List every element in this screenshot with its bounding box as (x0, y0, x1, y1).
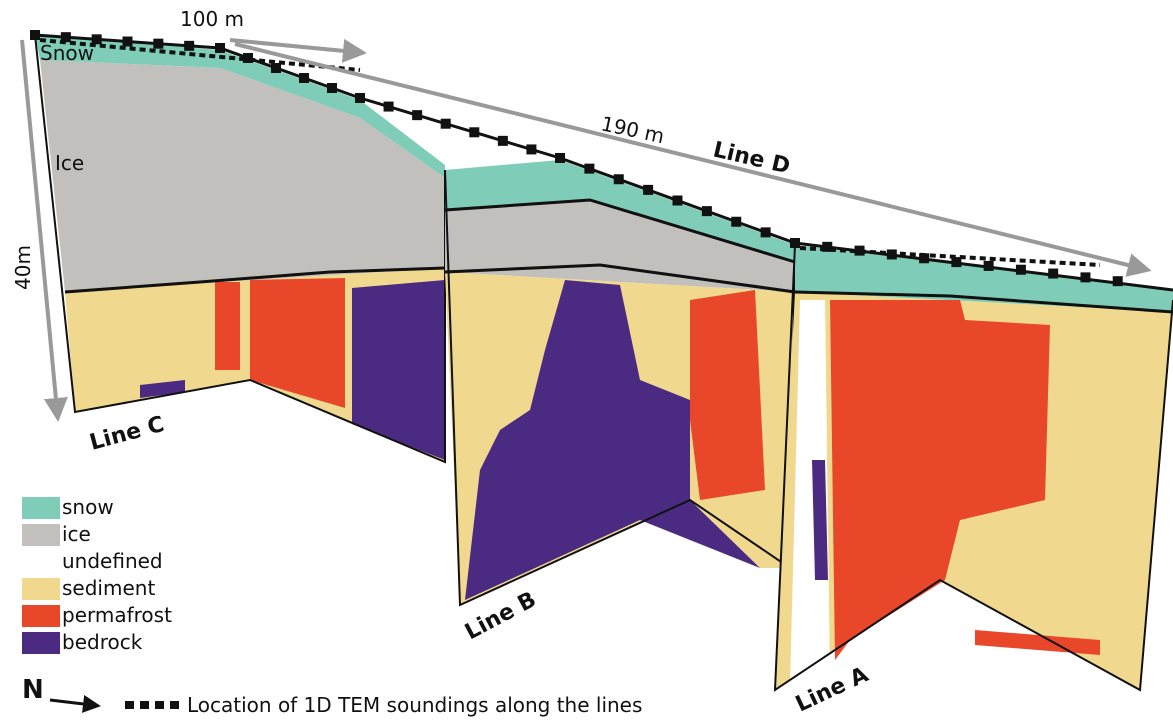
tem-sounding (440, 118, 451, 129)
tem-sounding (271, 63, 281, 73)
tem-sounding (672, 195, 683, 206)
arrow-100m (229, 38, 367, 63)
permafrost-c2 (215, 282, 240, 370)
sections (34, 33, 1173, 692)
tem-sounding (243, 53, 253, 63)
legend-label: bedrock (62, 630, 143, 654)
tem-sounding (854, 245, 865, 256)
legend-label: sediment (62, 576, 155, 600)
ice-base-b (444, 263, 796, 294)
tem-sounding (1112, 276, 1123, 287)
bedrock-c (352, 280, 445, 460)
undefined-a (790, 300, 830, 685)
tem-sounding (919, 253, 930, 264)
tem-sounding (60, 32, 71, 43)
tem-sounding (1080, 272, 1091, 283)
ice-base-c (64, 266, 446, 294)
legend-label: undefined (62, 549, 163, 573)
tem-sounding (184, 40, 195, 51)
tem-sounding (153, 38, 164, 49)
soundings-note: Location of 1D TEM soundings along the l… (187, 693, 642, 717)
tem-sounding (383, 101, 394, 112)
tem-sounding (215, 43, 225, 53)
permafrost-c (250, 278, 345, 408)
legend-label: ice (62, 522, 91, 546)
bedrock-a (812, 460, 828, 580)
legend-swatch (22, 524, 60, 546)
north-label: N (22, 675, 44, 705)
tem-sounding (760, 227, 771, 238)
bedrock-b (465, 280, 760, 600)
north-arrow (49, 694, 101, 713)
tem-sounding (951, 257, 962, 268)
arrow-40m (20, 39, 68, 422)
frame-a (773, 244, 1173, 692)
permafrost-b (690, 290, 765, 500)
scale-40m: 40m (11, 245, 35, 290)
legend-label: permafrost (62, 603, 172, 627)
frame-c (34, 34, 446, 464)
tem-sounding (497, 135, 508, 146)
legend: snow ice undefined sediment permafrost bedroc… (22, 495, 172, 654)
legend-label: snow (62, 495, 114, 519)
tem-sounding (822, 241, 833, 252)
snow-b (445, 160, 795, 262)
tem-sounding (790, 238, 800, 248)
tem-soundings (30, 30, 1123, 287)
legend-swatch (22, 497, 60, 519)
tem-sounding (555, 153, 565, 163)
permafrost-a2 (975, 630, 1100, 655)
label-snow: Snow (40, 41, 94, 65)
scale-100m: 100 m (180, 7, 244, 31)
tem-sounding (122, 36, 133, 47)
tem-sounding (91, 34, 102, 45)
label-ice: Ice (55, 151, 84, 175)
permafrost-a (830, 300, 1050, 660)
tem-sounding (1015, 264, 1026, 275)
tem-sounding (30, 30, 40, 40)
tem-sounding (983, 260, 994, 271)
tem-sounding (731, 216, 742, 227)
line-c-label: Line C (87, 412, 167, 456)
tem-sounding (469, 127, 480, 138)
tem-sounding (1048, 268, 1059, 279)
tem-dash-line (39, 38, 1101, 267)
tem-sounding (584, 163, 595, 174)
legend-swatch (22, 632, 60, 654)
ice-c (40, 60, 445, 292)
legend-swatch (22, 551, 60, 573)
tem-sounding (643, 184, 654, 195)
tem-sounding (613, 174, 624, 185)
legend-swatch (22, 605, 60, 627)
tem-sounding (299, 73, 309, 83)
tem-sounding (526, 144, 537, 155)
snow-base-b (444, 198, 796, 264)
legend-swatch (22, 578, 60, 600)
arrow-190m (234, 42, 1152, 277)
snow-base-a (794, 290, 1173, 314)
snow-c (35, 35, 445, 178)
tem-sounding (327, 83, 337, 93)
tem-sounding (701, 206, 712, 217)
tem-sounding (355, 93, 365, 103)
tem-sounding (412, 110, 423, 121)
